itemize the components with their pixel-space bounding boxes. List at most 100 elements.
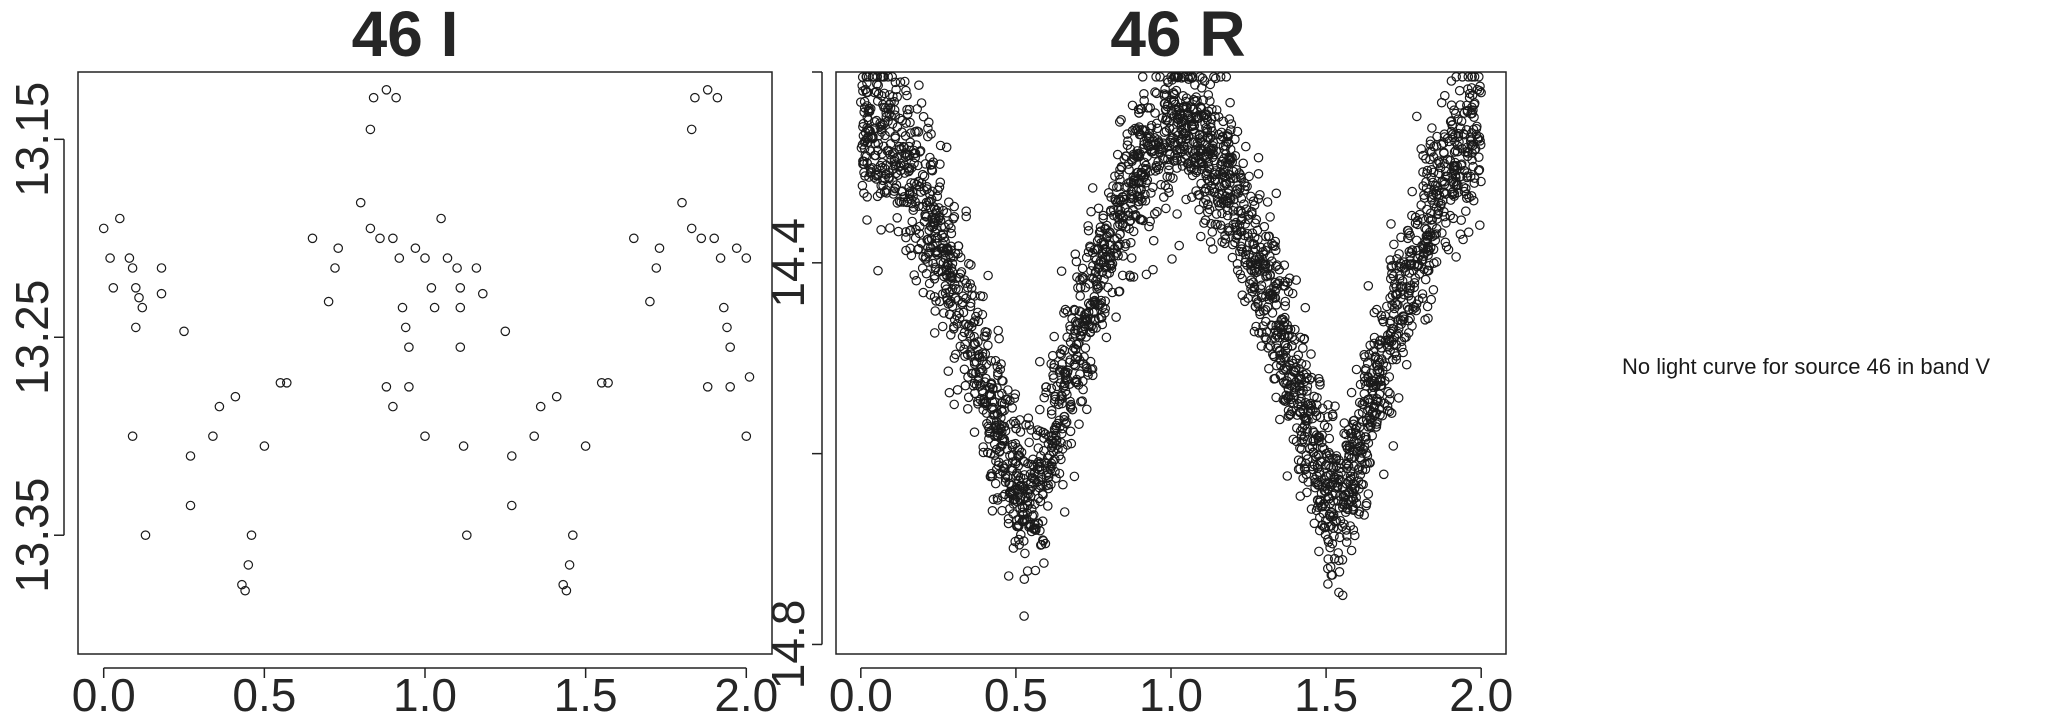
data-point — [1070, 376, 1081, 387]
data-point — [420, 431, 430, 441]
data-point — [993, 425, 1004, 435]
data-point — [722, 322, 732, 333]
data-point — [1191, 92, 1201, 102]
data-point — [1386, 408, 1397, 418]
data-point — [1049, 331, 1059, 342]
data-point — [442, 253, 453, 263]
data-point — [1138, 143, 1148, 154]
data-point — [1062, 440, 1073, 450]
data-point — [1256, 341, 1267, 351]
data-point — [1354, 463, 1364, 473]
data-point — [1253, 169, 1264, 179]
data-point — [1125, 272, 1136, 282]
data-point — [1330, 472, 1340, 483]
data-point — [935, 140, 946, 151]
data-point — [916, 238, 927, 248]
data-point — [429, 302, 440, 313]
data-point — [1007, 402, 1017, 413]
data-point — [1169, 89, 1179, 100]
data-point — [906, 194, 916, 204]
data-point — [1087, 183, 1098, 193]
data-point — [899, 76, 910, 87]
data-point — [1367, 385, 1378, 396]
data-point — [975, 291, 986, 301]
data-point — [1115, 229, 1125, 240]
data-point — [1083, 370, 1093, 380]
data-point — [1070, 249, 1081, 259]
data-point — [1164, 148, 1175, 159]
data-point — [986, 378, 997, 388]
data-point — [920, 252, 931, 262]
data-point — [1467, 148, 1477, 158]
data-point — [1107, 287, 1118, 298]
data-point — [179, 326, 189, 337]
data-point — [1238, 158, 1248, 169]
data-point — [862, 101, 872, 111]
data-point — [1451, 72, 1461, 82]
data-point — [1149, 133, 1160, 143]
data-point — [1136, 185, 1146, 196]
data-point — [506, 500, 517, 511]
data-point — [950, 349, 961, 360]
data-point — [857, 80, 867, 91]
data-point — [1463, 227, 1474, 237]
data-point — [1289, 367, 1300, 377]
data-point — [1307, 441, 1318, 452]
data-point — [368, 92, 379, 103]
data-point — [1035, 496, 1046, 507]
data-point — [1334, 587, 1344, 598]
data-point — [980, 326, 991, 337]
data-point — [1323, 534, 1333, 545]
data-point — [926, 129, 936, 139]
data-point — [1030, 565, 1041, 576]
data-point — [981, 331, 991, 341]
data-point — [1132, 124, 1143, 134]
data-point — [1057, 423, 1068, 434]
data-point — [1159, 127, 1170, 137]
data-point — [1221, 179, 1232, 189]
data-point — [1462, 168, 1472, 178]
data-point — [884, 173, 894, 184]
data-point — [156, 263, 167, 273]
data-point — [1286, 397, 1297, 408]
data-point — [952, 384, 963, 395]
data-point — [1151, 88, 1162, 99]
data-point — [1200, 110, 1211, 120]
data-point — [1428, 152, 1439, 162]
data-point — [890, 110, 900, 120]
data-point — [1003, 385, 1013, 395]
data-point — [1014, 481, 1025, 491]
data-point — [1209, 72, 1219, 82]
data-point — [1162, 171, 1172, 182]
data-point — [1235, 269, 1246, 280]
data-point — [420, 253, 430, 263]
data-point — [1362, 458, 1372, 468]
data-point — [935, 159, 945, 169]
data-point — [1253, 297, 1263, 307]
data-point — [1220, 234, 1231, 244]
data-point — [1337, 554, 1348, 565]
data-point — [1264, 363, 1274, 374]
data-point — [969, 378, 980, 389]
data-point — [1090, 267, 1101, 277]
data-point — [901, 232, 911, 243]
data-point — [1382, 401, 1393, 411]
data-point — [873, 138, 884, 149]
data-point — [1069, 471, 1080, 482]
data-point — [558, 579, 568, 590]
data-point — [1349, 452, 1360, 462]
data-point — [1263, 231, 1274, 242]
data-point — [901, 118, 911, 128]
data-point — [1348, 479, 1358, 489]
data-point — [1184, 113, 1194, 123]
data-point — [983, 340, 993, 351]
data-point — [1279, 396, 1290, 406]
data-point — [1265, 212, 1275, 222]
data-point — [1035, 426, 1046, 437]
data-point — [1145, 216, 1155, 227]
chart-title: 46 R — [1110, 0, 1245, 70]
data-point — [953, 241, 964, 251]
data-point — [1054, 415, 1065, 426]
data-point — [1088, 370, 1098, 381]
data-point — [1457, 72, 1468, 82]
